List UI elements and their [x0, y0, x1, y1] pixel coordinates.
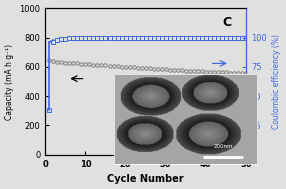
- Y-axis label: Capacity (mA h g⁻¹): Capacity (mA h g⁻¹): [5, 43, 14, 120]
- Y-axis label: Coulombic efficiency (%): Coulombic efficiency (%): [272, 34, 281, 129]
- X-axis label: Cycle Number: Cycle Number: [107, 174, 184, 184]
- Text: 200nm: 200nm: [213, 144, 233, 149]
- Text: C: C: [223, 16, 232, 29]
